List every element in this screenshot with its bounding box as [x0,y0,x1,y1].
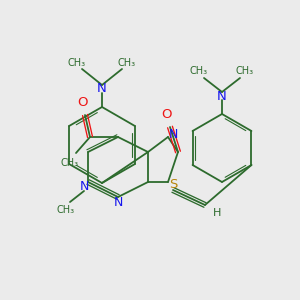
Text: CH₃: CH₃ [236,66,254,76]
Text: CH₃: CH₃ [57,205,75,215]
Text: H: H [213,208,221,218]
Text: CH₃: CH₃ [68,58,86,68]
Text: CH₃: CH₃ [61,158,79,168]
Text: CH₃: CH₃ [118,58,136,68]
Text: N: N [113,196,123,209]
Text: N: N [79,181,89,194]
Text: CH₃: CH₃ [190,66,208,76]
Text: N: N [217,89,227,103]
Text: N: N [97,82,107,95]
Text: O: O [78,97,88,110]
Text: O: O [161,109,171,122]
Text: S: S [169,178,177,191]
Text: N: N [168,128,178,140]
